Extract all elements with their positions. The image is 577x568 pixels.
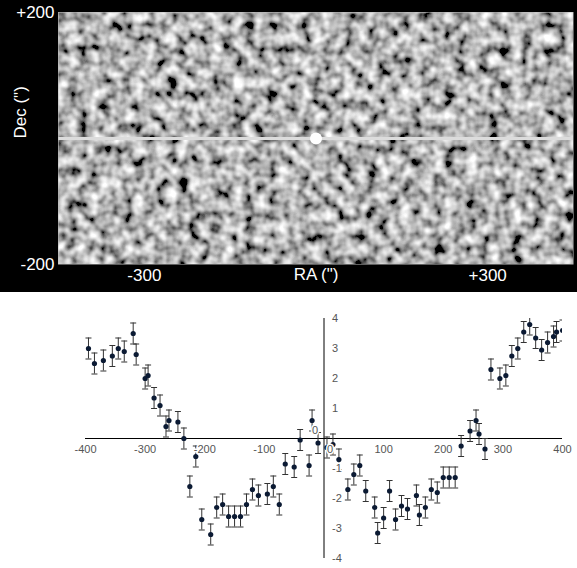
svg-text:-2: -2 (332, 492, 342, 504)
svg-text:-100: -100 (253, 443, 275, 455)
svg-text:400: 400 (553, 443, 571, 455)
svg-text:0: 0 (327, 443, 333, 455)
svg-text:200: 200 (434, 443, 452, 455)
svg-text:-200: -200 (20, 255, 54, 274)
svg-text:300: 300 (494, 443, 512, 455)
svg-text:2: 2 (332, 372, 338, 384)
svg-text:-300: -300 (134, 443, 156, 455)
svg-text:-300: -300 (127, 266, 161, 285)
svg-text:-4: -4 (332, 552, 342, 564)
svg-text:+300: +300 (469, 266, 507, 285)
svg-text:-200: -200 (194, 443, 216, 455)
svg-text:100: 100 (374, 443, 392, 455)
svg-text:Dec ("): Dec (") (11, 86, 30, 138)
svg-text:0: 0 (312, 424, 318, 436)
svg-text:-400: -400 (74, 443, 96, 455)
svg-text:RA ("): RA (") (294, 265, 339, 284)
svg-text:+200: +200 (16, 3, 54, 22)
svg-text:3: 3 (332, 342, 338, 354)
svg-text:-1: -1 (332, 462, 342, 474)
svg-text:-3: -3 (332, 522, 342, 534)
svg-text:4: 4 (332, 312, 338, 324)
svg-text:1: 1 (332, 402, 338, 414)
